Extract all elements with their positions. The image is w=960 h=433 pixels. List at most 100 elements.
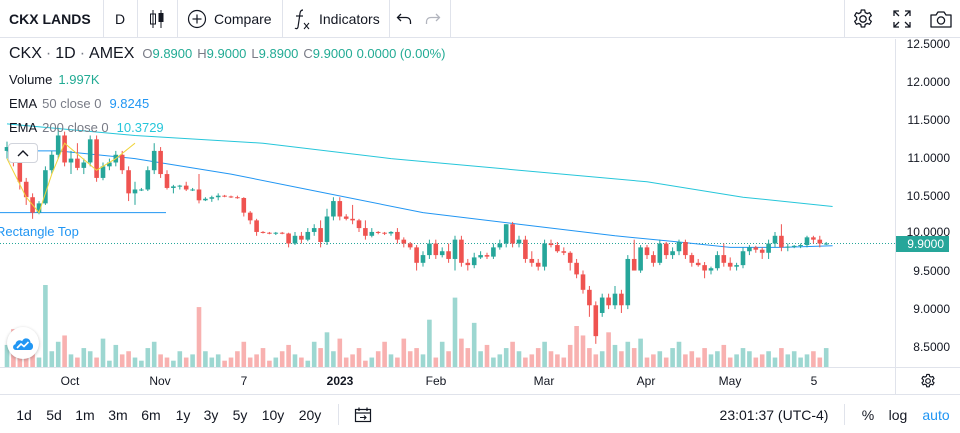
volume-bar (446, 351, 451, 367)
volume-label: Volume (9, 72, 53, 87)
volume-bar (676, 341, 682, 367)
collapse-legend-button[interactable] (8, 143, 38, 163)
undo-button[interactable] (390, 0, 418, 38)
rectangle-top-label[interactable]: Rectangle Top (0, 224, 79, 239)
range-6m-button[interactable]: 6m (141, 406, 161, 423)
log-scale-button[interactable]: log (888, 406, 908, 423)
candle (625, 255, 631, 310)
range-5d-button[interactable]: 5d (46, 406, 62, 423)
volume-bar (311, 341, 317, 367)
toolbar-divider (177, 0, 178, 38)
candle (644, 245, 650, 259)
volume-bar (151, 341, 157, 367)
time-axis[interactable]: Oct Nov 7 2023 Feb Mar Apr May 5 (0, 367, 895, 394)
candle (798, 243, 803, 249)
range-1m-button[interactable]: 1m (75, 406, 95, 423)
price-tick: 11.0000 (907, 151, 951, 165)
price-axis[interactable]: 12.5000 12.0000 11.5000 11.0000 10.5000 … (895, 37, 960, 367)
chart-type-button[interactable] (137, 0, 177, 38)
legend-ema-200[interactable]: EMA 200 close 0 10.3729 (9, 120, 164, 135)
candle (651, 251, 656, 267)
candle (580, 270, 586, 294)
percent-scale-button[interactable]: % (861, 406, 875, 423)
volume-bar (36, 357, 42, 367)
interval-button[interactable]: D (103, 0, 137, 38)
ema-200-line (6, 123, 833, 207)
compare-button[interactable]: Compare (177, 0, 282, 38)
candle (4, 141, 10, 159)
volume-bar (407, 351, 413, 367)
candle (670, 247, 675, 259)
volume-bar (683, 354, 688, 367)
volume-bar (721, 344, 727, 367)
axis-settings-button[interactable] (895, 367, 960, 394)
volume-bar (715, 351, 720, 367)
range-1d-button[interactable]: 1d (16, 406, 32, 423)
candle (439, 247, 445, 258)
cloud-logo-icon (13, 338, 34, 350)
volume-value: 1.997K (58, 72, 100, 87)
time-tick: 5 (810, 374, 818, 388)
candle (817, 235, 823, 248)
go-to-date-button[interactable] (348, 395, 378, 433)
logo-badge[interactable] (7, 327, 39, 359)
candle (196, 174, 202, 204)
time-tick: Oct (60, 374, 80, 388)
volume-bar (68, 354, 74, 367)
range-20y-button[interactable]: 20y (298, 406, 322, 423)
candle (273, 231, 279, 236)
range-5y-button[interactable]: 5y (232, 406, 248, 423)
candle (107, 158, 112, 171)
volume-bar (497, 354, 503, 367)
volume-bar (190, 354, 195, 367)
range-3m-button[interactable]: 3m (108, 406, 128, 423)
top-toolbar: CKX LANDS D Compare Indicators (0, 0, 960, 38)
volume-bar (196, 307, 202, 367)
volume-bar (523, 357, 528, 367)
price-tick: 10.5000 (906, 189, 950, 203)
chart-pane[interactable]: CKX · 1D · AMEX O 9.8900 H 9.9000 L 9.89… (0, 39, 895, 367)
auto-scale-button[interactable]: auto (922, 406, 950, 423)
candle (145, 166, 151, 192)
settings-button[interactable] (846, 0, 880, 38)
symbol-search-button[interactable]: CKX LANDS (0, 0, 103, 38)
toolbar-divider (282, 0, 283, 38)
calendar-range-icon (354, 407, 372, 422)
gear-icon (921, 373, 935, 388)
candle (715, 251, 720, 271)
volume-bar (119, 354, 125, 367)
volume-bar (177, 351, 183, 367)
candle (356, 218, 362, 232)
volume-bar (510, 341, 515, 367)
range-10y-button[interactable]: 10y (261, 406, 285, 423)
toolbar-divider (450, 0, 451, 38)
volume-bar (817, 357, 823, 367)
fullscreen-button[interactable] (884, 0, 920, 38)
redo-button[interactable] (418, 0, 448, 38)
indicators-button[interactable]: Indicators (283, 0, 389, 38)
range-3y-button[interactable]: 3y (203, 406, 219, 423)
price-chart[interactable] (0, 39, 895, 367)
range-1y-button[interactable]: 1y (175, 406, 191, 423)
candle (279, 231, 285, 235)
candle (599, 293, 605, 317)
snapshot-button[interactable] (922, 0, 960, 38)
price-tick: 11.5000 (907, 113, 951, 127)
symbol-name: CKX LANDS (9, 11, 91, 27)
volume-bar (369, 357, 375, 367)
legend-ema-50[interactable]: EMA 50 close 0 9.8245 (9, 96, 149, 111)
candle (299, 231, 304, 244)
candle (55, 127, 61, 159)
volume-bar (43, 285, 48, 367)
candle (81, 158, 87, 175)
volume-bar (503, 348, 509, 367)
legend-high-label: H (197, 46, 207, 61)
volume-bar (657, 351, 663, 367)
function-icon (294, 9, 310, 30)
legend-volume[interactable]: Volume 1.997K (9, 72, 100, 87)
price-tick: 12.5000 (906, 37, 950, 51)
volume-bar (375, 351, 381, 367)
candle (606, 293, 611, 310)
candle (548, 239, 554, 248)
clock-timezone[interactable]: 23:01:37 (UTC-4) (719, 406, 829, 423)
